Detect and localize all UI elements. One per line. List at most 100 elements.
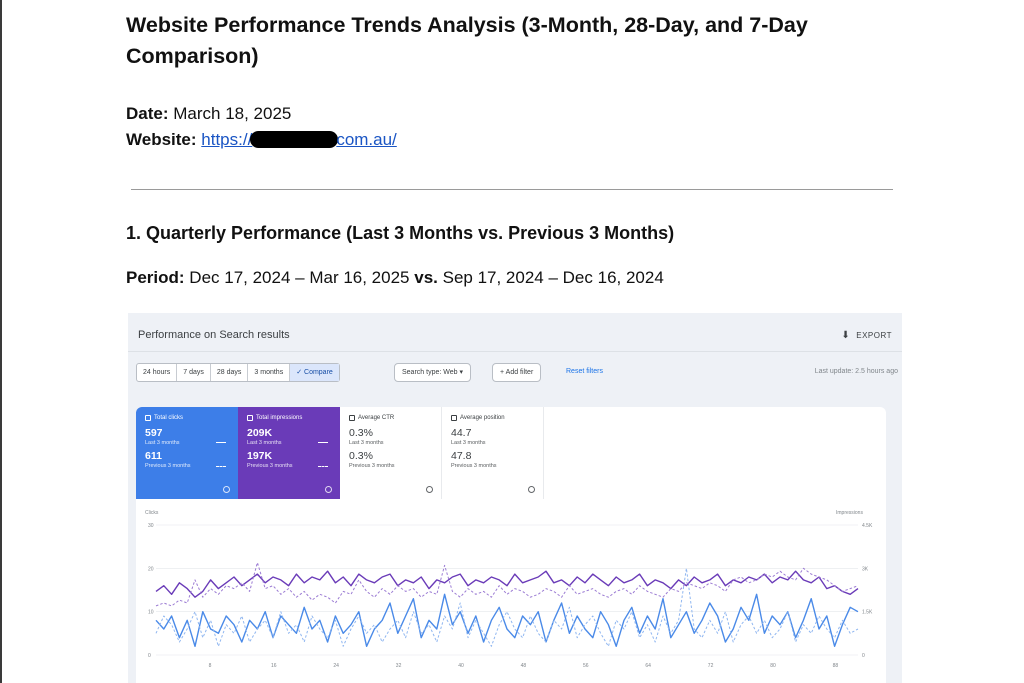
website-link-end: com.au/ xyxy=(336,130,397,149)
x-tick-label: 72 xyxy=(708,663,714,669)
help-icon[interactable] xyxy=(426,486,433,493)
range-7-days[interactable]: 7 days xyxy=(177,364,211,381)
period-current: Dec 17, 2024 – Mar 16, 2025 xyxy=(189,268,410,287)
ctr-current-sub: Last 3 months xyxy=(349,440,384,446)
section-1-heading: 1. Quarterly Performance (Last 3 Months … xyxy=(126,223,675,243)
clicks-current-sub: Last 3 months xyxy=(145,440,180,446)
x-tick-label: 24 xyxy=(333,663,339,669)
screenshot-header: Performance on Search results xyxy=(138,329,290,341)
y-left-tick-label: 0 xyxy=(148,653,151,659)
y-right-axis-label: Impressions xyxy=(836,510,863,516)
clicks-label: Total clicks xyxy=(154,415,184,421)
performance-line-chart: Clicks Impressions 30 20 10 0 4.5K 3K 1.5K 0 8 16… xyxy=(145,510,873,669)
metric-average-ctr[interactable]: Average CTR 0.3% Last 3 months 0.3% Prev… xyxy=(340,407,442,499)
range-3-months[interactable]: 3 months xyxy=(248,364,291,381)
y-left-tick-label: 10 xyxy=(148,610,154,616)
metric-average-position[interactable]: Average position 44.7 Last 3 months 47.8… xyxy=(442,407,544,499)
series-line-clicks-previous-3-months xyxy=(155,567,859,647)
help-icon[interactable] xyxy=(325,486,332,493)
horizontal-rule xyxy=(131,189,893,190)
solid-line-legend-icon xyxy=(318,442,328,443)
metric-label-row: Average position xyxy=(451,415,534,421)
solid-line-legend-icon xyxy=(216,442,226,443)
chevron-down-icon: ▾ xyxy=(459,369,463,376)
impressions-current-value: 209K xyxy=(247,427,273,439)
document-title: Website Performance Trends Analysis (3-M… xyxy=(126,13,808,68)
metric-label-row: Total impressions xyxy=(247,415,331,421)
position-current-value: 44.7 xyxy=(451,427,472,439)
x-tick-label: 16 xyxy=(271,663,277,669)
dashed-line-legend-icon xyxy=(318,466,328,467)
y-right-tick-label: 1.5K xyxy=(862,610,873,616)
header-divider xyxy=(128,351,902,352)
series-line-clicks-last-3-months xyxy=(155,593,859,648)
metric-label-row: Total clicks xyxy=(145,415,229,421)
x-tick-label: 88 xyxy=(833,663,839,669)
range-28-days[interactable]: 28 days xyxy=(211,364,249,381)
x-tick-label: 40 xyxy=(458,663,464,669)
position-label: Average position xyxy=(460,415,505,421)
search-type-chip[interactable]: Search type: Web ▾ xyxy=(394,363,471,382)
metric-total-impressions[interactable]: Total impressions 209K Last 3 months 197… xyxy=(238,407,340,499)
date-label: Date: xyxy=(126,104,169,123)
clicks-previous-value: 611 xyxy=(145,450,162,462)
period-previous: Sep 17, 2024 – Dec 16, 2024 xyxy=(442,268,664,287)
export-label: EXPORT xyxy=(856,331,892,340)
y-right-tick-label: 3K xyxy=(862,566,869,572)
ctr-previous-sub: Previous 3 months xyxy=(349,463,395,469)
date-line: Date: March 18, 2025 xyxy=(126,104,291,124)
help-icon[interactable] xyxy=(223,486,230,493)
x-tick-label: 56 xyxy=(583,663,589,669)
website-label: Website: xyxy=(126,130,197,149)
x-tick-label: 32 xyxy=(396,663,402,669)
performance-card: Total clicks 597 Last 3 months 611 Previ… xyxy=(136,407,886,683)
series-line-impressions-previous-3-months xyxy=(155,562,859,607)
x-tick-label: 48 xyxy=(521,663,527,669)
y-right-tick-label: 0 xyxy=(862,653,865,659)
compare-toggle[interactable]: ✓ Compare xyxy=(290,364,339,381)
website-line: Website: https:// com.au/ xyxy=(126,130,397,150)
x-tick-label: 8 xyxy=(209,663,212,669)
search-type-label: Search type: Web xyxy=(402,369,458,376)
export-button[interactable]: ⬇ EXPORT xyxy=(841,330,892,341)
dashed-line-legend-icon xyxy=(216,466,226,467)
page-edge-border xyxy=(0,0,2,683)
add-filter-chip[interactable]: + Add filter xyxy=(492,363,542,382)
x-tick-label: 64 xyxy=(645,663,651,669)
metric-total-clicks[interactable]: Total clicks 597 Last 3 months 611 Previ… xyxy=(136,407,238,499)
y-left-tick-label: 20 xyxy=(148,566,154,572)
redaction-bar xyxy=(250,131,339,148)
y-right-tick-label: 4.5K xyxy=(862,523,873,529)
website-link-start: https:// xyxy=(201,130,253,149)
checkbox-unchecked-icon xyxy=(349,415,355,421)
checkbox-checked-icon xyxy=(247,415,253,421)
search-console-screenshot: Performance on Search results ⬇ EXPORT 24… xyxy=(128,313,902,683)
y-left-tick-label: 30 xyxy=(148,523,154,529)
last-update-text: Last update: 2.5 hours ago xyxy=(814,368,898,375)
download-icon: ⬇ xyxy=(841,330,851,341)
date-value: March 18, 2025 xyxy=(173,104,292,123)
date-range-selector: 24 hours 7 days 28 days 3 months ✓ Compa… xyxy=(136,363,340,382)
ctr-previous-value: 0.3% xyxy=(349,450,373,462)
metric-label-row: Average CTR xyxy=(349,415,432,421)
checkbox-unchecked-icon xyxy=(451,415,457,421)
series-line-impressions-last-3-months xyxy=(155,570,859,598)
position-previous-value: 47.8 xyxy=(451,450,472,462)
clicks-current-value: 597 xyxy=(145,427,163,439)
impressions-previous-sub: Previous 3 months xyxy=(247,463,293,469)
period-label: Period: xyxy=(126,268,185,287)
period-line: Period: Dec 17, 2024 – Mar 16, 2025 vs. … xyxy=(126,268,664,288)
clicks-previous-sub: Previous 3 months xyxy=(145,463,191,469)
y-left-axis-label: Clicks xyxy=(145,510,159,516)
range-24-hours[interactable]: 24 hours xyxy=(137,364,178,381)
website-link[interactable]: https:// com.au/ xyxy=(201,130,397,149)
checkbox-checked-icon xyxy=(145,415,151,421)
ctr-current-value: 0.3% xyxy=(349,427,373,439)
x-tick-label: 80 xyxy=(770,663,776,669)
ctr-label: Average CTR xyxy=(358,415,395,421)
position-previous-sub: Previous 3 months xyxy=(451,463,497,469)
help-icon[interactable] xyxy=(528,486,535,493)
impressions-label: Total impressions xyxy=(256,415,303,421)
reset-filters-link[interactable]: Reset filters xyxy=(566,368,603,375)
